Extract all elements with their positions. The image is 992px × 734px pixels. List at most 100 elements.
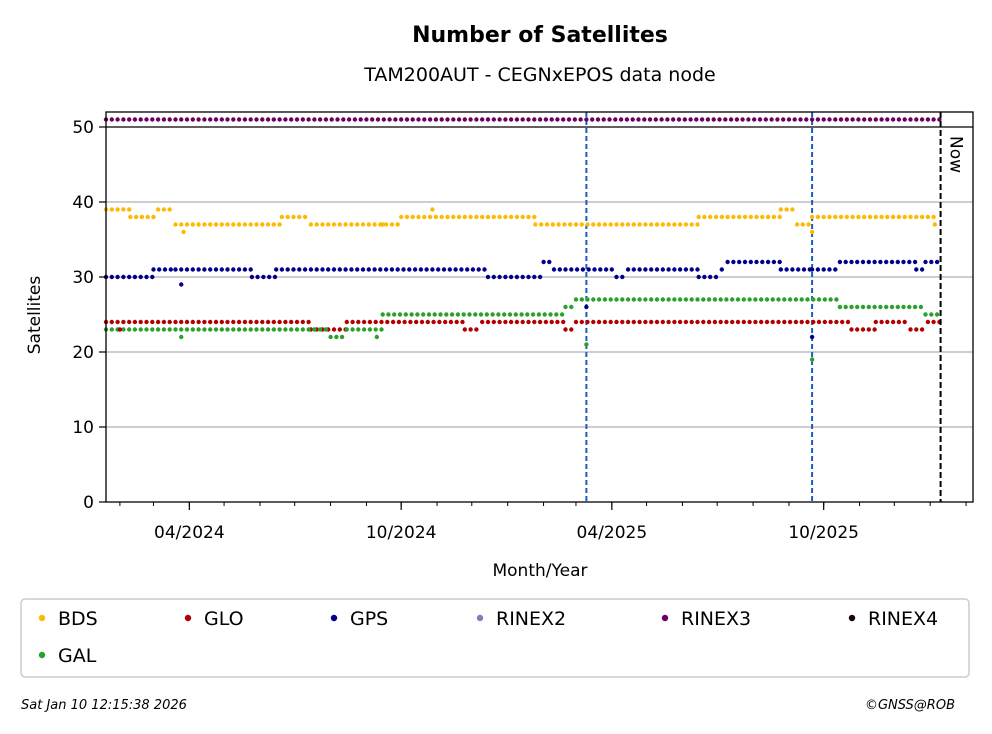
footer-credit: ©GNSS@ROB xyxy=(865,698,955,713)
point-gps xyxy=(314,267,319,272)
point-gal xyxy=(283,327,288,332)
point-rinex3 xyxy=(804,117,809,122)
point-bds xyxy=(532,214,537,220)
point-rinex3 xyxy=(132,117,138,122)
point-rinex3 xyxy=(213,117,219,122)
point-bds xyxy=(838,214,844,220)
point-gal xyxy=(179,334,184,340)
point-gal xyxy=(735,297,741,302)
point-gps xyxy=(719,267,724,272)
point-glo xyxy=(873,319,878,325)
point-glo xyxy=(649,319,654,325)
point-bds xyxy=(343,222,348,227)
point-gal xyxy=(502,312,507,317)
point-bds xyxy=(879,214,884,220)
point-gal xyxy=(889,304,895,310)
point-glo xyxy=(816,319,822,325)
point-bds xyxy=(422,214,427,220)
point-gal xyxy=(536,312,542,317)
point-glo xyxy=(356,319,361,325)
point-gal xyxy=(109,327,115,332)
point-gal xyxy=(409,312,414,317)
point-gps xyxy=(771,259,777,265)
point-gal xyxy=(764,297,770,302)
point-glo xyxy=(695,319,700,325)
point-bds xyxy=(591,222,596,227)
point-bds xyxy=(695,222,700,227)
point-bds xyxy=(784,207,789,212)
point-bds xyxy=(451,214,456,220)
point-rinex3 xyxy=(317,117,323,122)
point-gal xyxy=(584,342,589,347)
point-glo xyxy=(849,327,854,332)
point-bds xyxy=(790,207,795,212)
point-gps xyxy=(395,267,400,272)
point-rinex3 xyxy=(537,117,543,122)
point-glo xyxy=(109,319,115,325)
point-glo xyxy=(543,319,549,325)
point-glo xyxy=(503,319,508,325)
point-gal xyxy=(219,327,224,332)
point-gal xyxy=(849,304,854,310)
point-gal xyxy=(608,297,613,302)
point-gal xyxy=(559,312,565,317)
point-gal xyxy=(654,297,660,302)
point-gps xyxy=(760,259,765,265)
point-glo xyxy=(242,319,248,325)
point-bds xyxy=(890,214,896,220)
point-rinex3 xyxy=(717,117,722,122)
point-gps xyxy=(708,274,713,280)
point-gal xyxy=(573,297,579,302)
point-bds xyxy=(254,222,259,227)
point-glo xyxy=(811,319,816,325)
point-gps xyxy=(407,267,412,272)
point-gps xyxy=(631,267,636,272)
point-glo xyxy=(555,319,560,325)
point-rinex3 xyxy=(202,117,207,122)
point-gal xyxy=(507,312,513,317)
point-glo xyxy=(190,319,195,325)
point-bds xyxy=(771,214,777,220)
point-gps xyxy=(914,267,919,272)
point-gps xyxy=(109,274,115,280)
point-glo xyxy=(890,319,896,325)
point-bds xyxy=(433,214,439,220)
point-gal xyxy=(519,312,524,317)
point-bds xyxy=(439,214,444,220)
point-gps xyxy=(202,267,207,272)
point-gps xyxy=(609,267,614,272)
point-rinex3 xyxy=(838,117,844,122)
point-bds xyxy=(468,214,473,220)
point-bds xyxy=(666,222,671,227)
point-bds xyxy=(637,222,642,227)
point-rinex3 xyxy=(300,117,305,122)
point-gps xyxy=(459,267,464,272)
point-gps xyxy=(418,267,424,272)
point-glo xyxy=(437,319,442,325)
point-rinex3 xyxy=(416,117,421,122)
point-rinex3 xyxy=(451,117,456,122)
point-rinex3 xyxy=(914,117,919,122)
point-glo xyxy=(614,319,619,325)
point-rinex3 xyxy=(236,117,242,122)
point-rinex3 xyxy=(184,117,190,122)
legend-item-rinex2: RINEX2 xyxy=(476,608,566,630)
point-bds xyxy=(416,214,421,220)
point-rinex3 xyxy=(781,117,786,122)
point-bds xyxy=(573,222,579,227)
point-glo xyxy=(225,319,230,325)
legend-label: GAL xyxy=(58,645,97,667)
point-rinex3 xyxy=(127,117,132,122)
point-glo xyxy=(579,319,584,325)
point-gps xyxy=(695,267,700,272)
series-glo xyxy=(103,319,942,332)
point-bds xyxy=(815,214,821,220)
point-glo xyxy=(770,319,775,325)
point-rinex3 xyxy=(833,117,838,122)
point-bds xyxy=(302,214,308,220)
point-bds xyxy=(708,214,713,220)
point-rinex3 xyxy=(399,117,404,122)
point-gal xyxy=(196,327,201,332)
point-gps xyxy=(696,274,701,280)
point-gps xyxy=(672,267,677,272)
